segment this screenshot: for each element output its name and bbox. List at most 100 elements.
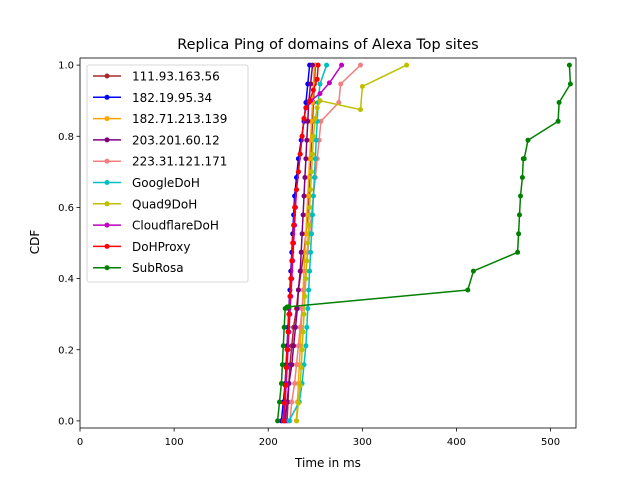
series-point-5-6 — [305, 306, 311, 311]
series-point-6-1 — [295, 400, 301, 406]
series-point-3-14 — [303, 156, 309, 162]
series-point-2-10 — [303, 231, 309, 237]
series-point-3-18 — [308, 81, 314, 87]
series-point-5-14 — [312, 156, 318, 162]
series-point-5-5 — [304, 324, 310, 330]
series-point-2-14 — [307, 156, 313, 162]
series-point-4-19 — [358, 62, 363, 68]
series-point-8-0 — [280, 418, 286, 424]
series-point-6-15 — [310, 151, 315, 157]
legend-label: GoogleDoH — [132, 176, 200, 190]
series-point-4-1 — [289, 399, 295, 405]
series-point-5-4 — [303, 343, 309, 349]
legend-label: 111.93.163.56 — [132, 70, 220, 84]
series-point-5-13 — [311, 175, 317, 180]
series-point-3-5 — [293, 324, 298, 330]
legend-label: 182.19.95.34 — [132, 91, 212, 105]
series-point-9-8 — [286, 304, 292, 310]
x-tick-label: 100 — [165, 437, 184, 448]
legend-label: 203.201.60.12 — [132, 133, 220, 147]
series-point-9-10 — [470, 268, 476, 274]
x-tick-label: 400 — [447, 437, 466, 448]
series-point-6-13 — [308, 187, 314, 193]
legend-label: SubRosa — [132, 261, 184, 275]
series-point-8-19 — [307, 98, 313, 104]
series-point-6-11 — [306, 222, 312, 228]
series-point-4-16 — [318, 118, 324, 124]
series-point-6-16 — [310, 133, 316, 139]
series-point-8-15 — [297, 151, 303, 157]
series-point-5-10 — [309, 231, 314, 237]
series-point-9-18 — [525, 137, 531, 143]
series-point-9-13 — [517, 212, 522, 218]
series-point-6-14 — [309, 169, 314, 175]
series-point-4-6 — [299, 306, 305, 311]
y-tick-label: 1.0 — [58, 61, 74, 72]
series-point-8-17 — [301, 116, 307, 121]
series-point-3-3 — [289, 362, 295, 368]
series-point-3-8 — [297, 268, 303, 274]
x-tick-label: 0 — [77, 437, 83, 448]
series-point-2-13 — [306, 175, 312, 180]
x-tick-label: 200 — [259, 437, 278, 448]
series-point-5-0 — [286, 418, 292, 424]
series-point-8-7 — [287, 293, 293, 299]
series-point-5-9 — [308, 249, 314, 255]
axes-frame — [79, 57, 577, 429]
series-point-9-1 — [277, 399, 282, 405]
series-point-8-11 — [291, 222, 297, 228]
series-point-2-16 — [309, 118, 314, 124]
series-point-5-18 — [317, 81, 323, 87]
series-point-3-11 — [300, 212, 306, 218]
series-point-9-22 — [566, 62, 572, 68]
series-point-6-7 — [302, 293, 308, 299]
series-point-5-8 — [307, 268, 313, 274]
series-point-8-1 — [281, 400, 287, 406]
series-point-9-19 — [555, 118, 561, 124]
series-point-8-12 — [292, 204, 298, 210]
series-point-6-3 — [298, 365, 304, 370]
chart-title: Replica Ping of domains of Alexa Top sit… — [177, 37, 478, 53]
series-point-9-2 — [278, 381, 284, 386]
legend-swatch-marker-8 — [104, 243, 110, 249]
series-point-8-21 — [314, 76, 320, 82]
series-point-3-15 — [304, 137, 310, 143]
series-point-9-12 — [516, 231, 522, 237]
series-point-8-14 — [295, 169, 301, 175]
series-point-8-13 — [294, 187, 299, 193]
series-point-7-22 — [339, 62, 345, 68]
series-point-4-18 — [338, 81, 344, 87]
series-point-8-3 — [283, 365, 289, 370]
series-point-5-11 — [310, 212, 315, 218]
series-point-6-22 — [404, 62, 410, 68]
series-point-9-4 — [280, 343, 286, 349]
series-point-6-8 — [303, 276, 309, 282]
series-point-4-2 — [292, 381, 298, 386]
series-point-8-16 — [299, 133, 305, 139]
x-tick-label: 300 — [353, 437, 372, 448]
legend: 111.93.163.56 182.19.95.34 182.71.213.139 2… — [86, 64, 249, 283]
series-point-3-9 — [298, 249, 304, 255]
series-point-3-13 — [302, 175, 308, 180]
series-point-6-20 — [358, 107, 363, 113]
series-group — [275, 62, 573, 424]
series-point-8-22 — [315, 62, 321, 68]
y-tick-label: 0.6 — [58, 203, 74, 214]
legend-swatch-marker-0 — [104, 73, 110, 79]
series-point-9-17 — [521, 156, 527, 162]
series-point-6-21 — [359, 84, 365, 89]
series-point-6-19 — [317, 98, 323, 104]
plot-area — [275, 62, 573, 424]
series-point-6-0 — [294, 418, 299, 424]
series-point-8-4 — [284, 347, 290, 353]
series-point-6-17 — [312, 116, 318, 121]
series-point-8-8 — [288, 276, 294, 282]
series-line-3 — [284, 65, 314, 421]
series-point-7-20 — [317, 91, 323, 97]
series-point-2-15 — [308, 137, 314, 143]
series-point-9-21 — [567, 81, 573, 87]
legend-swatch-marker-2 — [104, 116, 110, 122]
legend-swatch-marker-5 — [104, 180, 110, 185]
x-tick-label: 500 — [541, 437, 560, 448]
